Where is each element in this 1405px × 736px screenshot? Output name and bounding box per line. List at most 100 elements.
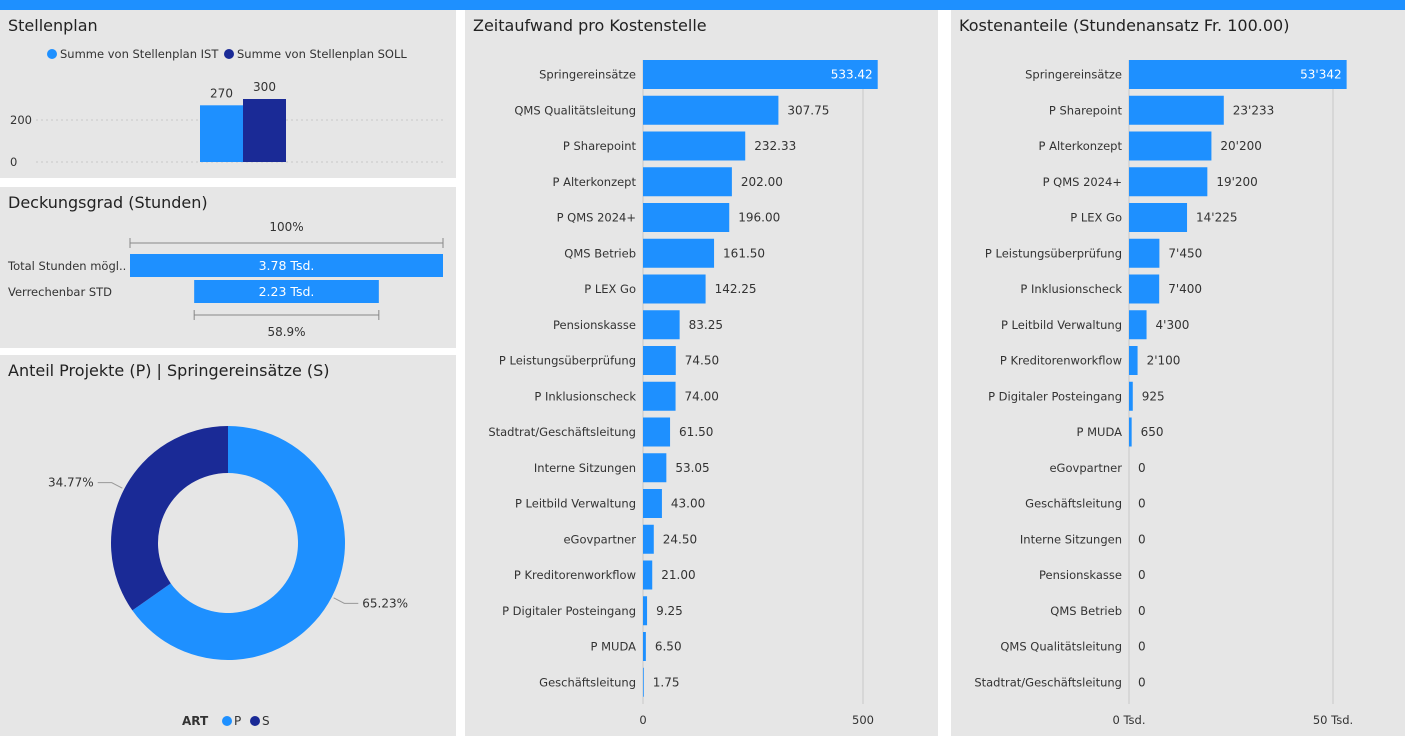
bar-value-label: 142.25: [715, 282, 757, 296]
bar-value-label: 0: [1138, 640, 1146, 654]
bar-value-label: 0: [1138, 461, 1146, 475]
y-tick-label: 0: [10, 155, 17, 169]
bar: [1129, 417, 1132, 447]
bar-value-label: 24.50: [663, 532, 697, 546]
anteil-donut-chart[interactable]: 65.23% 34.77% ART P S: [0, 355, 456, 736]
bar: [643, 60, 878, 89]
legend-s-label: S: [262, 714, 270, 728]
bar-value-label: 270: [210, 86, 233, 100]
funnel-bar: [130, 254, 443, 277]
bar: [1129, 203, 1188, 232]
bar-value-label: 9.25: [656, 604, 683, 618]
category-label: Stadtrat/Geschäftsleitung: [488, 425, 636, 439]
legend-p-marker: [222, 716, 232, 726]
category-label: P Leitbild Verwaltung: [515, 497, 636, 511]
leader-line: [97, 482, 123, 489]
zeitaufwand-panel[interactable]: Zeitaufwand pro Kostenstelle 0 500 Springe…: [465, 10, 938, 736]
category-label: Interne Sitzungen: [534, 461, 636, 475]
category-label: P Sharepoint: [563, 139, 637, 153]
category-label: QMS Betrieb: [1050, 604, 1122, 618]
category-label: Pensionskasse: [1039, 568, 1122, 582]
kosten-panel[interactable]: Kostenanteile (Stundenansatz Fr. 100.00)…: [951, 10, 1405, 736]
deckungsgrad-panel[interactable]: Deckungsgrad (Stunden) 100% Total Stunden…: [0, 187, 456, 348]
bar-value-label: 925: [1142, 389, 1165, 403]
bar-value-label: 0: [1138, 532, 1146, 546]
category-label: P LEX Go: [1070, 211, 1122, 225]
legend-p-label: P: [234, 714, 241, 728]
category-label: Total Stunden mögl..: [7, 259, 126, 273]
bar-value-label: 14'225: [1196, 211, 1237, 225]
category-label: P QMS 2024+: [1043, 175, 1122, 189]
deckungsgrad-chart[interactable]: 100% Total Stunden mögl.. 3.78 Tsd. Verrech…: [0, 187, 456, 348]
category-label: P Leistungsüberprüfung: [499, 354, 636, 368]
bar-value-label: 19'200: [1216, 175, 1257, 189]
bar: [643, 167, 732, 197]
bar: [643, 203, 730, 232]
bar: [643, 381, 676, 411]
stellenplan-panel[interactable]: Stellenplan Summe von Stellenplan IST Sum…: [0, 10, 456, 178]
category-label: eGovpartner: [563, 532, 636, 546]
bar-value-label: 202.00: [741, 175, 783, 189]
bar: [1129, 381, 1133, 411]
bottom-percentage-label: 58.9%: [267, 325, 305, 339]
kosten-chart[interactable]: 0 Tsd. 50 Tsd. Springereinsätze 53'342 P Sha…: [951, 10, 1405, 736]
bar: [643, 560, 653, 590]
category-label: QMS Qualitätsleitung: [514, 103, 636, 117]
category-label: Interne Sitzungen: [1020, 532, 1122, 546]
category-label: P LEX Go: [584, 282, 636, 296]
bar: [643, 524, 654, 554]
bar-value-label: 53.05: [675, 461, 709, 475]
zeitaufwand-chart[interactable]: 0 500 Springereinsätze 533.42 QMS Qualitätsl…: [465, 10, 938, 736]
kosten-title: Kostenanteile (Stundenansatz Fr. 100.00): [959, 16, 1290, 35]
stellenplan-chart[interactable]: Summe von Stellenplan IST Summe von Stell…: [0, 10, 456, 178]
legend-soll-label: Summe von Stellenplan SOLL: [237, 47, 407, 61]
bar-value-label: 161.50: [723, 246, 765, 260]
category-label: P Inklusionscheck: [534, 389, 636, 403]
top-accent-bar: [0, 0, 1405, 10]
category-label: QMS Betrieb: [564, 246, 636, 260]
bar-value-label: 533.42: [831, 68, 873, 82]
bar: [643, 417, 671, 447]
x-tick-label: 500: [852, 713, 874, 727]
bar-value-label: 0: [1138, 675, 1146, 689]
category-label: P Kreditorenworkflow: [1000, 354, 1122, 368]
donut-slice-P: [132, 426, 345, 660]
bar-value-label: 307.75: [787, 103, 829, 117]
bar: [643, 346, 676, 375]
bar: [643, 489, 662, 518]
bar: [1129, 346, 1138, 375]
legend-ist-marker: [47, 49, 57, 59]
bar: [643, 274, 706, 304]
top-percentage-label: 100%: [269, 220, 303, 234]
category-label: Stadtrat/Geschäftsleitung: [974, 675, 1122, 689]
category-label: P Digitaler Posteingang: [502, 604, 636, 618]
category-label: P Alterkonzept: [1039, 139, 1123, 153]
category-label: P Sharepoint: [1049, 103, 1123, 117]
category-label: P MUDA: [591, 640, 637, 654]
bar: [643, 131, 746, 161]
bar-value-label: 74.00: [685, 389, 719, 403]
bar: [643, 453, 667, 483]
bar-value-label: 6.50: [655, 640, 682, 654]
x-tick-label: 0 Tsd.: [1112, 713, 1145, 727]
bar-value-label: 53'342: [1300, 68, 1341, 82]
category-label: P QMS 2024+: [557, 211, 636, 225]
bar-value-label: 3.78 Tsd.: [259, 258, 315, 273]
bar-value-label: 300: [253, 80, 276, 94]
leader-line: [333, 597, 359, 604]
category-label: Verrechenbar STD: [8, 285, 112, 299]
funnel-bar: [194, 280, 379, 303]
bar-value-label: 196.00: [738, 211, 780, 225]
bar: [1129, 274, 1160, 304]
bar: [1129, 238, 1160, 268]
x-tick-label: 50 Tsd.: [1313, 713, 1353, 727]
bar: [1129, 60, 1347, 89]
bar-ist: [200, 105, 243, 162]
bar-soll: [243, 99, 286, 162]
bar-value-label: 4'300: [1156, 318, 1190, 332]
bar-value-label: 0: [1138, 497, 1146, 511]
bar-value-label: 2'100: [1147, 354, 1181, 368]
bar-value-label: 650: [1141, 425, 1164, 439]
bar-value-label: 23'233: [1233, 103, 1274, 117]
anteil-panel[interactable]: Anteil Projekte (P) | Springereinsätze (…: [0, 355, 456, 736]
